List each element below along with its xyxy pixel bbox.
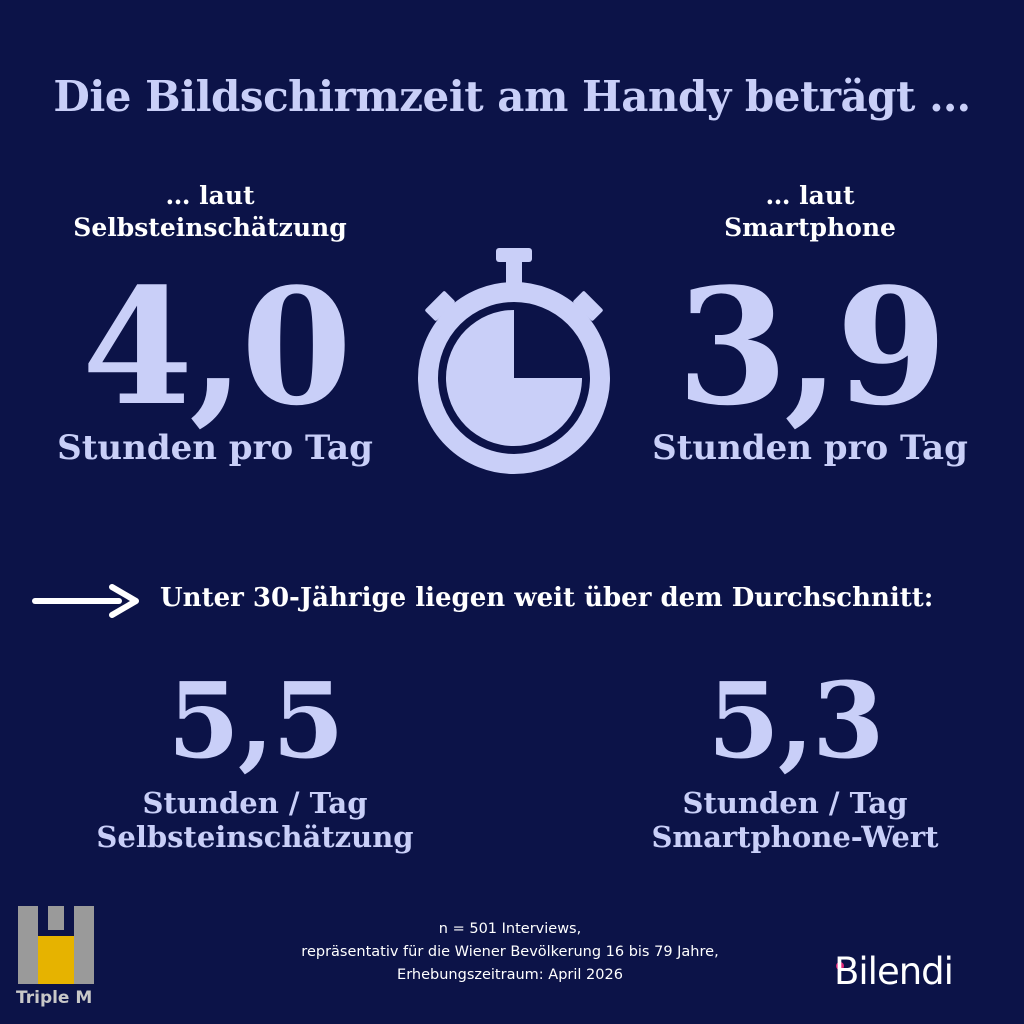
- self-unit: Stunden pro Tag: [57, 428, 373, 468]
- bilendi-logo-text: Bilendi: [834, 950, 954, 993]
- under30-phone-label: Smartphone-Wert: [651, 820, 939, 854]
- phone-value: 3,9: [676, 253, 947, 441]
- phone-label: … laut Smartphone: [650, 180, 970, 244]
- under30-phone-text: Stunden / Tag Smartphone-Wert: [620, 786, 970, 854]
- under30-phone-unit: Stunden / Tag: [682, 786, 908, 820]
- stopwatch-icon: [418, 248, 610, 474]
- bilendi-logo: Bilendi: [832, 950, 992, 1000]
- phone-label-line2: Smartphone: [724, 213, 896, 242]
- footnote: n = 501 Interviews, repräsentativ für di…: [230, 918, 790, 987]
- triplem-logo-text: Triple M: [16, 988, 93, 1008]
- under30-phone-value: 5,3: [707, 659, 885, 782]
- self-label-line1: … laut: [165, 181, 255, 210]
- self-label-line2: Selbsteinschätzung: [73, 213, 347, 242]
- under30-self-value: 5,5: [167, 659, 345, 782]
- under30-heading: Unter 30-Jährige liegen weit über dem Du…: [160, 583, 934, 613]
- page-title: Die Bildschirmzeit am Handy beträgt …: [53, 72, 971, 121]
- self-value: 4,0: [81, 253, 352, 441]
- under30-self-unit: Stunden / Tag: [142, 786, 368, 820]
- bilendi-dot-icon: [836, 962, 844, 970]
- footnote-line2: repräsentativ für die Wiener Bevölkerung…: [301, 944, 719, 960]
- phone-unit: Stunden pro Tag: [652, 428, 968, 468]
- phone-label-line1: … laut: [765, 181, 855, 210]
- arrow-right-icon: [32, 584, 139, 618]
- footnote-line3: Erhebungszeitraum: April 2026: [397, 967, 623, 983]
- triplem-logo-icon: [18, 906, 94, 984]
- footnote-line1: n = 501 Interviews,: [438, 921, 582, 937]
- under30-self-label: Selbsteinschätzung: [96, 820, 414, 854]
- self-label: … laut Selbsteinschätzung: [50, 180, 370, 244]
- under30-self-text: Stunden / Tag Selbsteinschätzung: [80, 786, 430, 854]
- triplem-logo: Triple M: [16, 906, 106, 1016]
